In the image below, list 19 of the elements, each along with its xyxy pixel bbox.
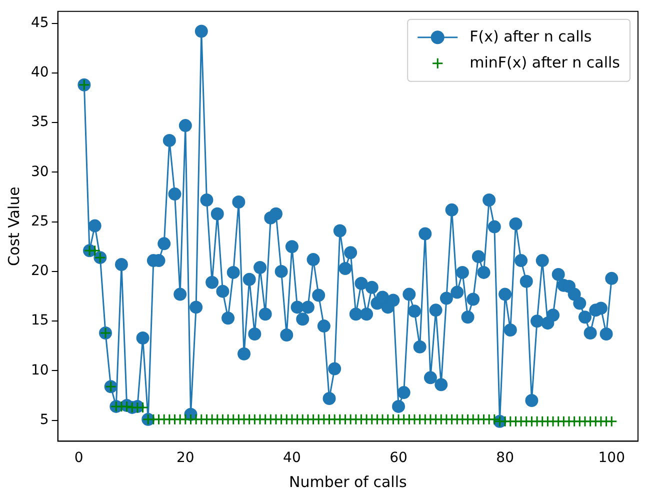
x-tick-label: 60 xyxy=(390,450,408,466)
x-axis-title: Number of calls xyxy=(288,472,408,491)
x-tick-label: 100 xyxy=(598,450,625,466)
y-tick-label: 15 xyxy=(30,312,49,329)
y-tick-label: 25 xyxy=(30,213,49,230)
x-tick-label: 0 xyxy=(74,450,84,466)
y-tick-label: 5 xyxy=(40,412,49,428)
legend-label: F(x) after n calls xyxy=(470,27,592,46)
y-tick-label: 20 xyxy=(30,263,49,280)
y-tick-label: 45 xyxy=(30,14,49,31)
x-tick-label: 40 xyxy=(283,450,301,466)
y-tick-label: 30 xyxy=(30,164,49,180)
x-tick-label: 80 xyxy=(496,450,514,466)
x-tick-label: 20 xyxy=(176,450,194,466)
y-tick-label: 35 xyxy=(30,114,49,130)
legend-label: minF(x) after n calls xyxy=(470,53,620,72)
y-tick-label: 10 xyxy=(30,362,49,378)
y-axis-title: Cost Value xyxy=(4,186,23,266)
y-tick-label: 40 xyxy=(30,64,49,81)
